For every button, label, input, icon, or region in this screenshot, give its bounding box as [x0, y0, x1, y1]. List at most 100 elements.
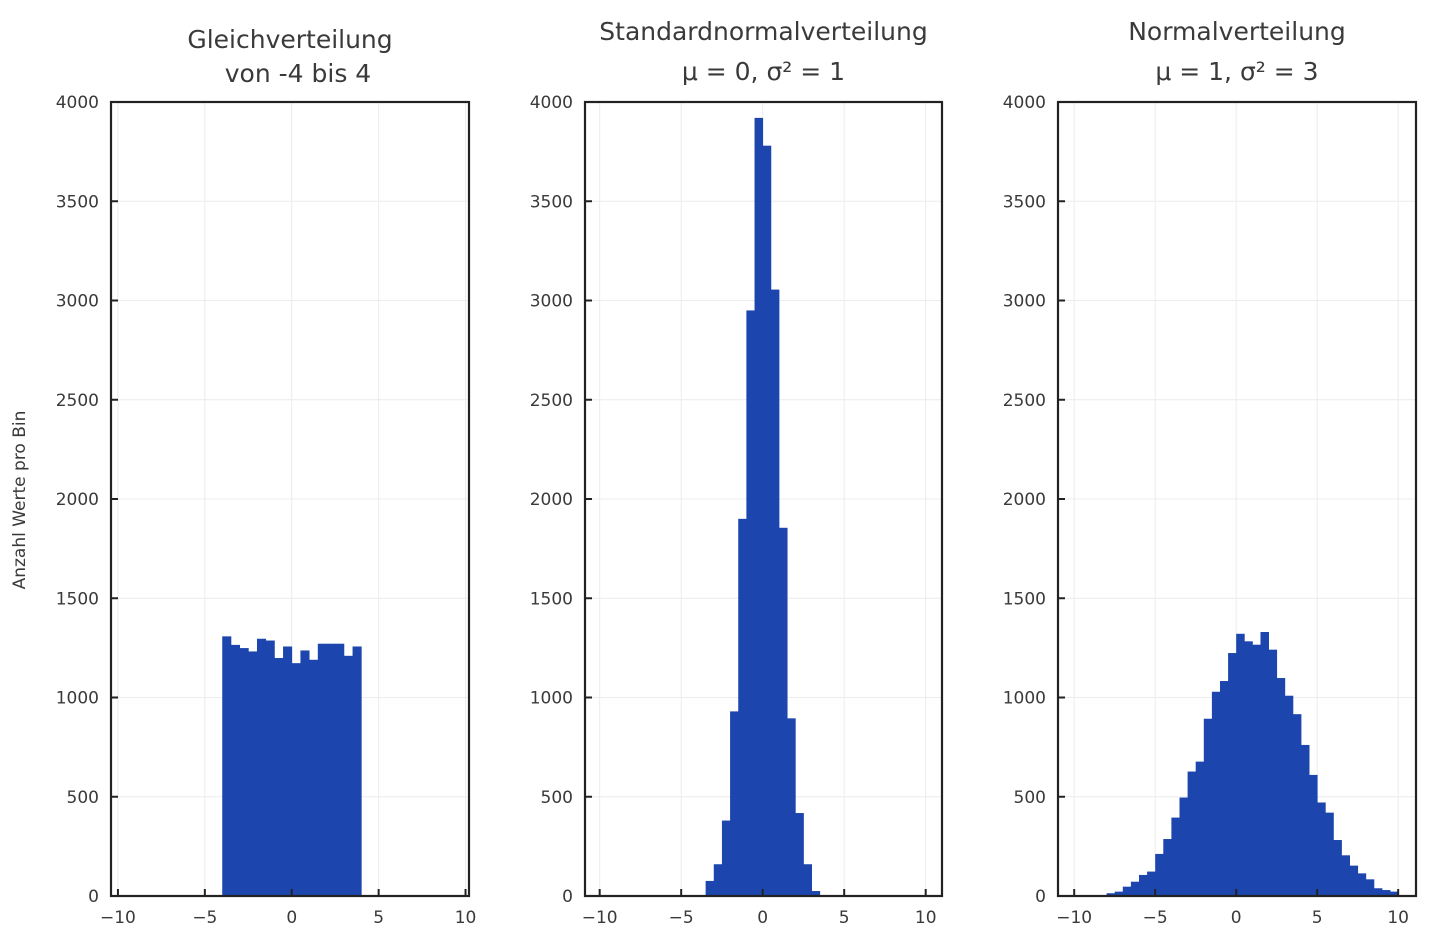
histogram-bar: [222, 636, 232, 896]
histogram-bar: [239, 648, 249, 896]
y-tick-label: 0: [88, 887, 99, 907]
y-tick-label: 1000: [530, 689, 573, 709]
histogram-bar: [1357, 873, 1367, 896]
histogram-bar: [248, 651, 258, 896]
chart-title: Gleichverteilung: [187, 25, 392, 54]
y-tick-label: 1500: [56, 589, 99, 609]
y-tick-label: 1500: [530, 589, 573, 609]
histogram-bar: [738, 518, 747, 896]
histogram-bar: [1309, 774, 1318, 896]
histogram-bar: [1349, 865, 1359, 896]
histogram-bar: [1268, 649, 1278, 896]
histogram-bar: [1333, 840, 1342, 896]
x-tick-label: 0: [757, 908, 768, 928]
histogram-bar: [795, 813, 804, 896]
histogram-bar: [1292, 714, 1302, 896]
histogram-bar: [283, 646, 293, 896]
y-tick-label: 2500: [530, 391, 573, 411]
histogram-bar: [1325, 812, 1334, 896]
histogram-bar: [713, 864, 723, 896]
chart-subtitle: von -4 bis 4: [225, 59, 371, 88]
panel-3: 0 500 1000 1500 2000 2500 3000 3500 4000 −10 −5 0 5 1…: [1003, 17, 1418, 928]
y-tick-label: 2000: [56, 490, 99, 510]
histogram-bar: [1171, 817, 1180, 896]
chart-title: Standardnormalverteilung: [599, 17, 927, 46]
histogram-bar: [1130, 881, 1140, 896]
y-tick-label: 2000: [530, 490, 573, 510]
histogram-bar: [746, 310, 755, 896]
histogram-bar: [1147, 871, 1156, 896]
histogram-bar: [1187, 771, 1197, 896]
histogram-bar: [343, 655, 353, 896]
histogram-bar: [265, 640, 275, 896]
y-tick-label: 3000: [530, 292, 573, 312]
chart-title: Normalverteilung: [1128, 17, 1346, 46]
histogram-bar: [326, 643, 336, 896]
histogram-bar: [1122, 886, 1132, 896]
y-tick-label: 500: [1014, 788, 1046, 808]
histogram-bar: [1106, 893, 1116, 896]
histogram-bar: [730, 711, 739, 896]
y-tick-label: 3000: [1003, 292, 1046, 312]
histogram-bar: [1341, 855, 1350, 896]
x-tick-label: 0: [1231, 908, 1242, 928]
histogram-bar: [1300, 744, 1310, 896]
histogram-bar: [1236, 633, 1245, 896]
y-tick-label: 1000: [56, 689, 99, 709]
chart-subtitle: μ = 1, σ² = 3: [1155, 57, 1318, 86]
y-tick-label: 4000: [56, 93, 99, 113]
y-tick-label: 3500: [530, 192, 573, 212]
histogram-bar: [1179, 797, 1188, 896]
histogram-bar: [721, 820, 731, 896]
histogram-bar: [300, 650, 310, 896]
x-tick-label: −5: [1143, 908, 1168, 928]
histogram-bar: [335, 643, 345, 896]
x-tick-label: −5: [669, 908, 694, 928]
histogram-bar: [274, 657, 284, 896]
y-tick-label: 3500: [1003, 192, 1046, 212]
histogram-bar: [1114, 891, 1124, 896]
histogram-bar: [1211, 691, 1221, 896]
histogram-bar: [762, 145, 772, 897]
histogram-bar: [309, 659, 319, 896]
histogram-bar: [705, 880, 715, 896]
x-tick-label: −5: [192, 908, 217, 928]
y-tick-label: 4000: [1003, 93, 1046, 113]
y-tick-label: 0: [1035, 887, 1046, 907]
histogram-bar: [1390, 891, 1399, 896]
x-tick-label: −10: [582, 908, 618, 928]
histogram-bar: [1365, 879, 1375, 896]
histogram-bar: [811, 891, 821, 896]
histogram-bar: [1155, 853, 1164, 896]
y-tick-label: 500: [67, 788, 99, 808]
histogram-bar: [1203, 718, 1213, 896]
y-tick-label: 2500: [56, 391, 99, 411]
histogram-bar: [1163, 839, 1172, 896]
histogram-bar: [1381, 890, 1391, 896]
x-tick-label: 10: [915, 908, 937, 928]
histogram-bar: [1195, 761, 1205, 896]
histogram-bar: [1219, 681, 1229, 896]
y-tick-label: 1500: [1003, 589, 1046, 609]
x-tick-label: 10: [1387, 908, 1409, 928]
x-tick-label: −10: [1056, 908, 1092, 928]
histogram-bar: [1244, 641, 1253, 896]
y-tick-label: 3000: [56, 292, 99, 312]
histogram-bar: [778, 527, 788, 896]
histogram-bar: [1138, 874, 1148, 896]
histogram-bar: [1260, 631, 1269, 896]
y-tick-label: 2000: [1003, 490, 1046, 510]
histogram-bar: [256, 638, 267, 896]
histogram-bar: [1284, 695, 1294, 896]
y-tick-label: 500: [541, 788, 573, 808]
histogram-bar: [352, 646, 362, 896]
y-axis-label: Anzahl Werte pro Bin: [10, 411, 30, 590]
panel-2: 0 500 1000 1500 2000 2500 3000 3500 4000 −10 −5 0 5 1…: [530, 17, 944, 928]
histogram-bar: [291, 663, 301, 896]
histogram-bar: [1317, 802, 1326, 896]
histogram-bar: [230, 644, 241, 896]
x-tick-label: 0: [286, 908, 297, 928]
histogram-bar: [317, 643, 327, 896]
